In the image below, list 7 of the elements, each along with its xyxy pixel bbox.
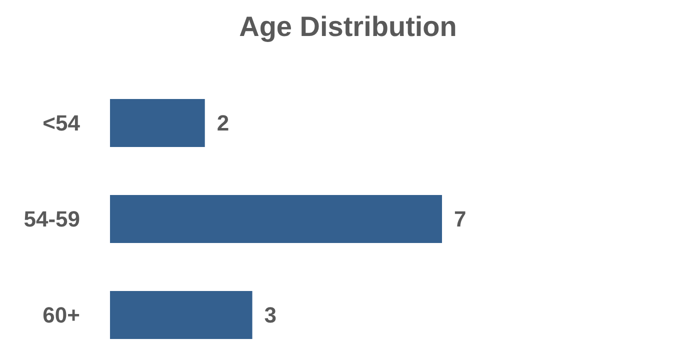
y-tick-label: <54 <box>42 110 81 136</box>
y-tick-label: 54-59 <box>24 206 80 232</box>
chart-title: Age Distribution <box>239 11 457 42</box>
data-label: 7 <box>454 206 466 232</box>
data-label: 3 <box>264 302 277 328</box>
y-tick-label: 60+ <box>42 302 80 328</box>
data-label: 2 <box>216 110 230 136</box>
